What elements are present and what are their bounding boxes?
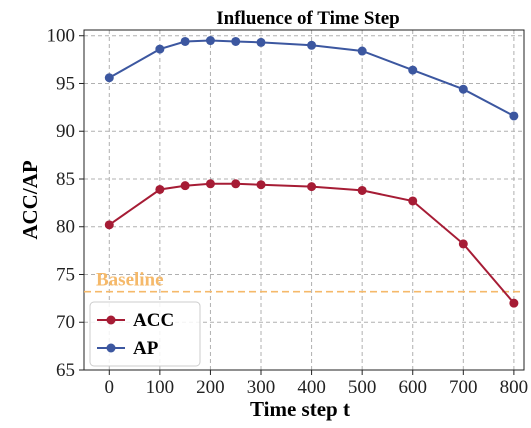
acc-data-point: [509, 298, 519, 308]
ap-data-point: [357, 46, 367, 56]
x-tick-label: 800: [500, 377, 529, 398]
legend-acc-marker: [106, 315, 116, 325]
ap-data-point: [180, 36, 190, 46]
legend-ap-marker: [106, 343, 116, 353]
legend-box: [89, 301, 201, 367]
x-tick-label: 700: [449, 377, 478, 398]
ap-data-point: [104, 73, 114, 83]
x-axis-label: Time step t: [250, 397, 350, 421]
x-tick-label: 300: [247, 377, 276, 398]
acc-data-point: [104, 220, 114, 230]
ticks: 0 100 200 300 400 500 600 700 800 65 70 75 80 85 90 95 1…: [47, 26, 529, 398]
baseline: Baseline: [84, 270, 524, 293]
y-tick-label: 80: [56, 217, 75, 238]
acc-data-point: [307, 182, 317, 192]
y-tick-label: 65: [56, 360, 75, 381]
ap-data-point: [458, 84, 468, 94]
ap-data-point: [307, 40, 317, 50]
legend-ap-label: AP: [133, 338, 159, 359]
ap-data-point: [256, 37, 266, 47]
ap-data-point: [205, 36, 215, 46]
baseline-label: Baseline: [96, 270, 164, 291]
acc-data-point: [155, 184, 165, 194]
x-tick-label: 200: [196, 377, 225, 398]
y-tick-label: 95: [56, 73, 75, 94]
series: [104, 36, 519, 308]
y-axis-label: ACC/AP: [18, 160, 42, 239]
x-tick-label: 0: [105, 377, 115, 398]
acc-data-point: [458, 239, 468, 249]
acc-data-point: [256, 180, 266, 190]
x-tick-label: 400: [297, 377, 326, 398]
acc-data-point: [180, 181, 190, 191]
chart-title: Influence of Time Step: [216, 8, 400, 29]
y-tick-label: 90: [56, 121, 75, 142]
x-tick-label: 500: [348, 377, 377, 398]
x-tick-label: 600: [398, 377, 427, 398]
legend: ACC AP: [89, 301, 201, 367]
legend-acc-label: ACC: [133, 310, 174, 331]
acc-data-point: [357, 185, 367, 195]
acc-data-point: [205, 179, 215, 189]
y-tick-label: 75: [56, 264, 75, 285]
ap-data-point: [231, 36, 241, 46]
plot-area-border: [83, 29, 525, 371]
y-tick-label: 100: [47, 26, 76, 47]
x-tick-label: 100: [146, 377, 175, 398]
ap-data-point: [155, 44, 165, 54]
ap-data-point: [509, 111, 519, 121]
acc-data-point: [231, 179, 241, 189]
y-tick-label: 85: [56, 169, 75, 190]
acc-data-point: [408, 196, 418, 206]
y-tick-label: 70: [56, 312, 75, 333]
ap-data-point: [408, 65, 418, 75]
